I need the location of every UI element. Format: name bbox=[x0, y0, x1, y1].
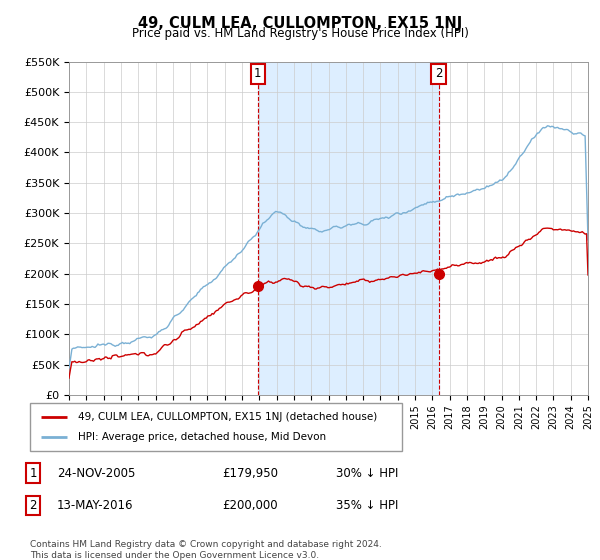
Text: 49, CULM LEA, CULLOMPTON, EX15 1NJ (detached house): 49, CULM LEA, CULLOMPTON, EX15 1NJ (deta… bbox=[79, 413, 377, 422]
Text: 35% ↓ HPI: 35% ↓ HPI bbox=[336, 499, 398, 512]
Text: 2: 2 bbox=[435, 67, 442, 80]
Text: 30% ↓ HPI: 30% ↓ HPI bbox=[336, 466, 398, 480]
Text: 24-NOV-2005: 24-NOV-2005 bbox=[57, 466, 136, 480]
Text: 2: 2 bbox=[29, 499, 37, 512]
Text: £179,950: £179,950 bbox=[222, 466, 278, 480]
Text: Contains HM Land Registry data © Crown copyright and database right 2024.
This d: Contains HM Land Registry data © Crown c… bbox=[30, 540, 382, 560]
Text: £200,000: £200,000 bbox=[222, 499, 278, 512]
Text: 49, CULM LEA, CULLOMPTON, EX15 1NJ: 49, CULM LEA, CULLOMPTON, EX15 1NJ bbox=[138, 16, 462, 31]
Text: HPI: Average price, detached house, Mid Devon: HPI: Average price, detached house, Mid … bbox=[79, 432, 326, 442]
Text: 1: 1 bbox=[29, 466, 37, 480]
Text: Price paid vs. HM Land Registry's House Price Index (HPI): Price paid vs. HM Land Registry's House … bbox=[131, 27, 469, 40]
FancyBboxPatch shape bbox=[30, 403, 402, 451]
Text: 13-MAY-2016: 13-MAY-2016 bbox=[57, 499, 133, 512]
Text: 1: 1 bbox=[254, 67, 262, 80]
Bar bbox=[258, 62, 439, 395]
